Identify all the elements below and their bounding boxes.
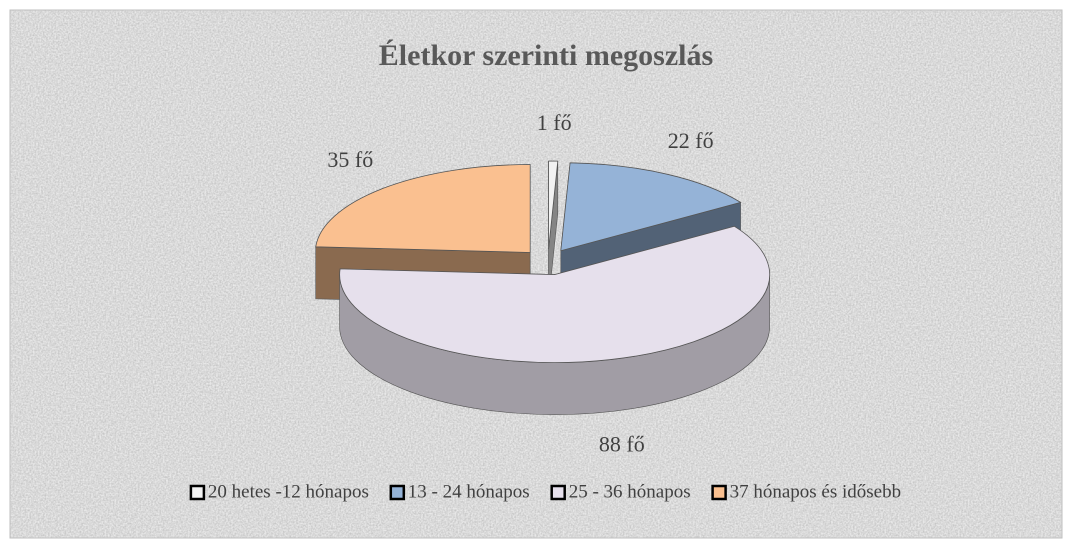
legend-label: 13 - 24 hónapos — [408, 481, 530, 502]
slice — [560, 162, 742, 252]
legend-label: 37 hónapos és idősebb — [730, 481, 902, 502]
slice — [339, 225, 771, 363]
data-label: 1 fő — [537, 110, 572, 135]
legend-item: 13 - 24 hónapos — [389, 481, 530, 502]
legend: 20 hetes -12 hónapos 13 - 24 hónapos 25 - … — [189, 481, 902, 502]
data-label: 35 fő — [327, 147, 373, 172]
legend-item: 37 hónapos és idősebb — [711, 481, 902, 502]
chart-title: Életkor szerinti megoszlás — [379, 39, 713, 72]
legend-item: 25 - 36 hónapos — [550, 481, 691, 502]
legend-swatch — [550, 484, 566, 501]
legend-swatch — [189, 484, 206, 501]
legend-swatch — [711, 484, 727, 501]
legend-swatch — [389, 484, 406, 501]
pie: 1 fő 22 fő 88 fő 35 fő — [315, 110, 771, 457]
data-label: 88 fő — [599, 432, 645, 457]
slice — [315, 164, 531, 253]
legend-label: 25 - 36 hónapos — [569, 481, 691, 502]
legend-label: 20 hetes -12 hónapos — [208, 481, 369, 502]
slice — [548, 160, 559, 250]
legend-item: 20 hetes -12 hónapos — [189, 481, 369, 502]
data-label: 22 fő — [668, 128, 714, 153]
